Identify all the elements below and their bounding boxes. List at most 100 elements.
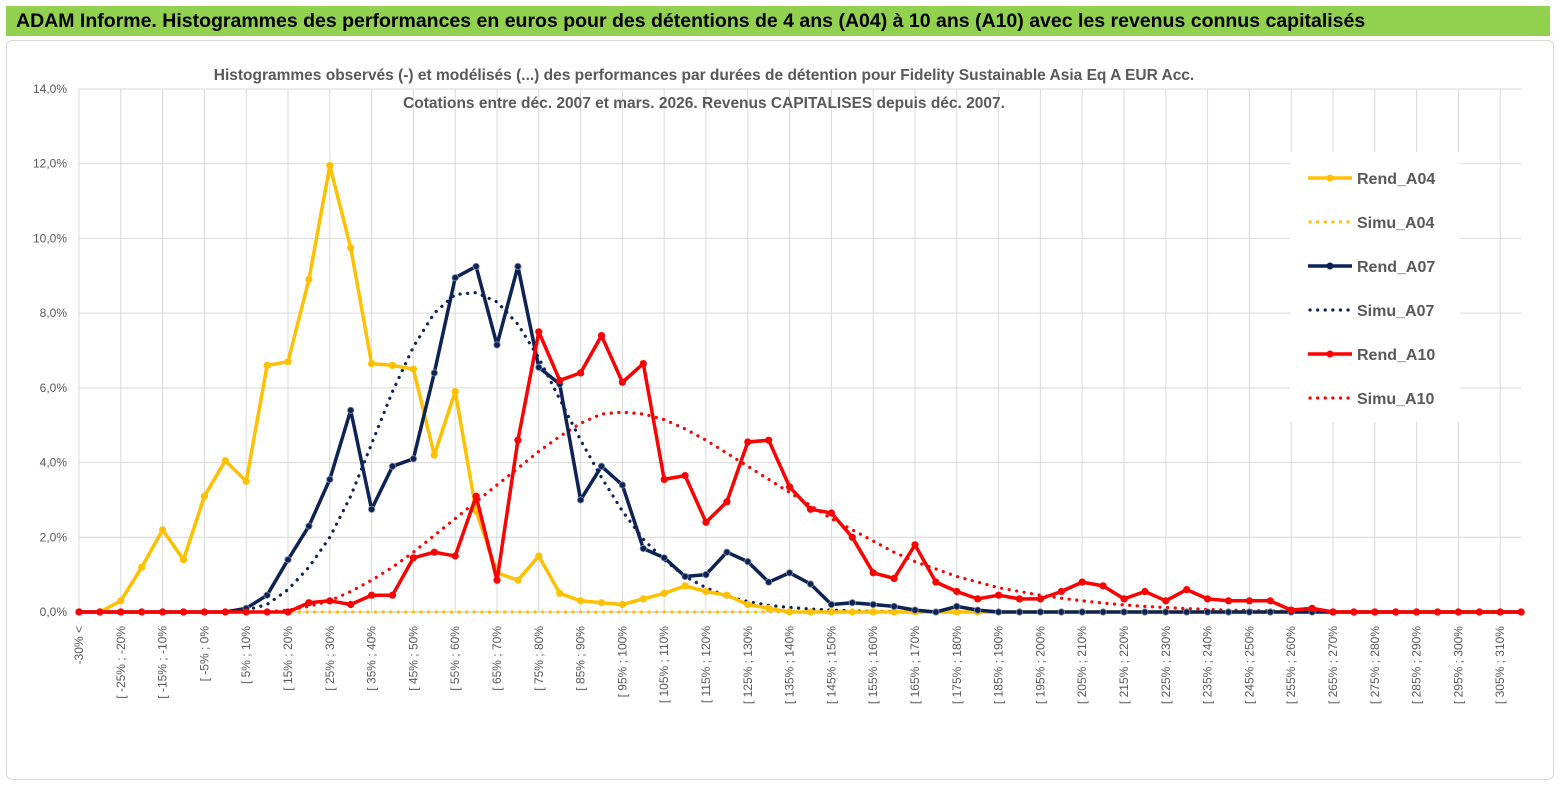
data-point bbox=[660, 589, 668, 597]
data-point bbox=[639, 595, 647, 603]
data-point bbox=[785, 483, 794, 491]
x-tick-label: [ 125% ; 130% bbox=[741, 626, 755, 704]
data-point bbox=[597, 599, 606, 607]
report-banner: ADAM Informe. Histogrammes des performan… bbox=[6, 6, 1550, 36]
data-point bbox=[1329, 608, 1337, 616]
data-point bbox=[493, 576, 501, 584]
data-point bbox=[388, 591, 397, 599]
legend-item-simu_a04: Simu_A04 bbox=[1308, 215, 1434, 232]
data-point bbox=[1036, 608, 1045, 616]
data-point bbox=[890, 602, 898, 611]
data-point bbox=[472, 262, 480, 270]
series-line bbox=[77, 410, 1523, 614]
legend-label: Rend_A04 bbox=[1357, 171, 1435, 188]
y-tick-label: 2,0% bbox=[40, 530, 68, 544]
data-point bbox=[848, 599, 856, 607]
data-point bbox=[1475, 608, 1483, 616]
data-point bbox=[953, 602, 961, 611]
y-tick-label: 10,0% bbox=[33, 231, 67, 245]
data-point bbox=[242, 608, 250, 616]
data-point bbox=[1454, 608, 1463, 616]
data-point bbox=[932, 578, 940, 586]
x-tick-label: [ 285% ; 290% bbox=[1410, 626, 1424, 704]
data-point bbox=[221, 457, 229, 465]
data-point bbox=[848, 533, 856, 541]
data-point bbox=[242, 477, 250, 485]
legend-marker bbox=[1326, 262, 1334, 270]
legend-item-rend_a04: Rend_A04 bbox=[1308, 171, 1435, 188]
data-point bbox=[827, 608, 836, 616]
data-point bbox=[535, 552, 543, 560]
data-point bbox=[367, 505, 376, 513]
x-tick-label: [ -5% ; 0% bbox=[197, 626, 211, 682]
data-point bbox=[1057, 587, 1065, 596]
x-tick-label: [ 235% ; 240% bbox=[1201, 626, 1215, 704]
legend-label: Rend_A07 bbox=[1357, 259, 1435, 276]
x-tick-label: [ 245% ; 250% bbox=[1242, 626, 1256, 704]
data-point bbox=[159, 608, 167, 616]
legend-item-simu_a10: Simu_A10 bbox=[1308, 391, 1434, 408]
x-tick-label: [ 205% ; 210% bbox=[1075, 626, 1089, 704]
data-point bbox=[1120, 595, 1128, 603]
data-point bbox=[618, 600, 627, 609]
x-tick-label: [ 25% ; 30% bbox=[323, 626, 337, 691]
data-point bbox=[263, 591, 271, 599]
data-point bbox=[284, 556, 292, 564]
data-point bbox=[388, 462, 397, 470]
data-point bbox=[806, 608, 815, 616]
data-point bbox=[200, 492, 208, 500]
legend-item-rend_a10: Rend_A10 bbox=[1308, 347, 1435, 364]
data-point bbox=[597, 462, 606, 470]
data-point bbox=[284, 358, 292, 366]
data-point bbox=[1057, 608, 1065, 616]
data-point bbox=[1224, 608, 1233, 616]
data-point bbox=[347, 600, 355, 609]
data-point bbox=[723, 548, 731, 556]
legend-label: Simu_A04 bbox=[1357, 215, 1434, 232]
data-point bbox=[869, 600, 877, 609]
data-point bbox=[179, 608, 188, 616]
data-point bbox=[347, 406, 355, 414]
data-point bbox=[1350, 608, 1358, 616]
data-point bbox=[221, 608, 229, 616]
y-tick-label: 12,0% bbox=[33, 157, 67, 171]
data-point bbox=[409, 455, 417, 463]
data-point bbox=[535, 363, 543, 371]
data-point bbox=[430, 548, 438, 556]
data-point bbox=[806, 580, 815, 588]
data-point bbox=[1204, 608, 1212, 616]
data-point bbox=[681, 471, 689, 480]
data-point bbox=[576, 369, 585, 377]
data-point bbox=[451, 387, 459, 396]
x-tick-label: [ 225% ; 230% bbox=[1159, 626, 1173, 704]
data-point bbox=[347, 244, 355, 252]
y-axis: 0,0% 2,0% 4,0% 6,0% 8,0% 10,0% 12,0% 14,0% bbox=[33, 82, 67, 619]
data-point bbox=[869, 569, 877, 577]
data-point bbox=[911, 541, 919, 549]
data-point bbox=[367, 591, 376, 599]
data-point bbox=[430, 369, 438, 377]
data-point bbox=[953, 587, 961, 596]
data-point bbox=[138, 608, 146, 616]
data-point bbox=[451, 552, 459, 560]
x-tick-label: [ 275% ; 280% bbox=[1368, 626, 1382, 704]
x-tick-label: [ 55% ; 60% bbox=[448, 626, 462, 691]
x-tick-label: [ 115% ; 120% bbox=[699, 626, 713, 703]
data-point bbox=[1266, 597, 1274, 605]
data-point bbox=[639, 359, 647, 368]
data-point bbox=[430, 451, 438, 459]
data-point bbox=[785, 569, 794, 577]
data-point bbox=[388, 361, 397, 369]
data-point bbox=[806, 505, 815, 513]
data-point bbox=[472, 492, 480, 500]
data-point bbox=[535, 328, 543, 336]
data-point bbox=[744, 557, 752, 566]
data-point bbox=[326, 162, 334, 170]
data-point bbox=[159, 526, 167, 534]
series-simu_a10 bbox=[77, 410, 1523, 614]
data-point bbox=[1141, 587, 1149, 596]
data-point bbox=[263, 608, 271, 616]
data-point bbox=[179, 556, 188, 564]
data-point bbox=[1078, 608, 1086, 616]
data-point bbox=[765, 578, 773, 586]
